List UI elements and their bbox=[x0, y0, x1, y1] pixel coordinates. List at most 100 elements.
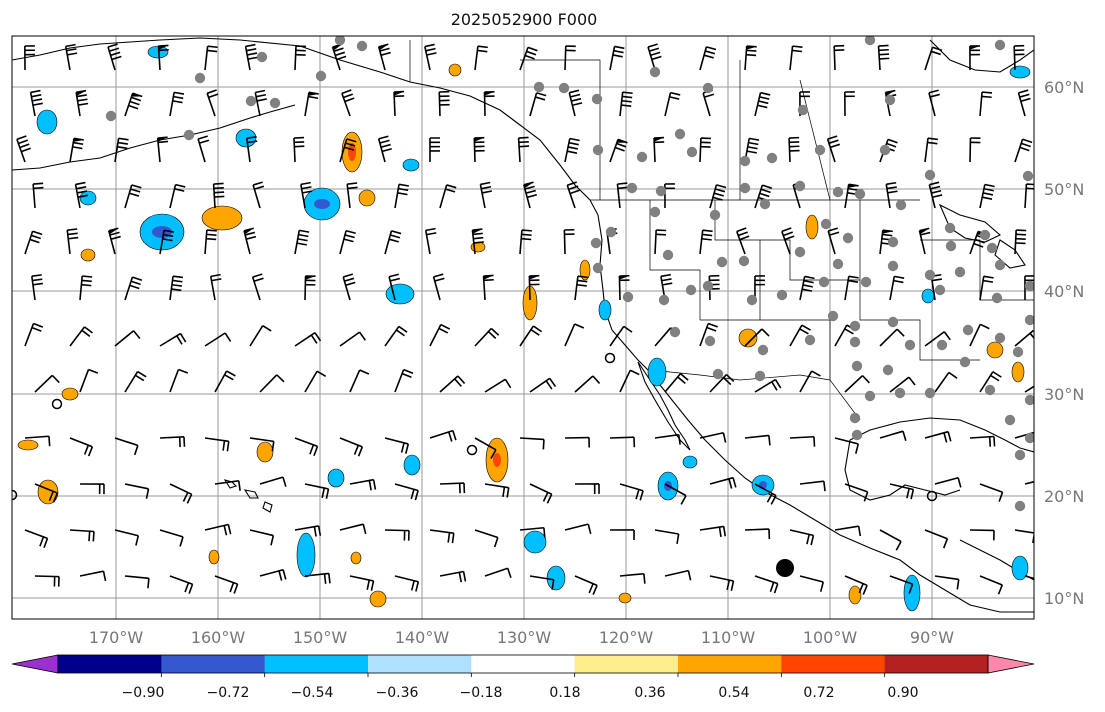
wind-barb bbox=[471, 228, 484, 255]
large-station-marker bbox=[776, 559, 794, 577]
contour-region bbox=[201, 205, 243, 231]
wind-barb bbox=[574, 575, 598, 595]
wind-barb bbox=[879, 529, 902, 551]
station-dot bbox=[934, 284, 946, 296]
station-dot bbox=[655, 185, 667, 197]
station-dot bbox=[590, 237, 602, 249]
wind-barb bbox=[484, 567, 512, 579]
wind-barb bbox=[979, 483, 1004, 502]
contour-core bbox=[493, 453, 501, 467]
lat-label: 20°N bbox=[1044, 487, 1084, 506]
wind-barb bbox=[439, 482, 466, 494]
wind-barb bbox=[69, 137, 84, 163]
station-dot bbox=[794, 180, 806, 192]
wind-barb bbox=[114, 437, 139, 456]
station-dot bbox=[994, 39, 1006, 51]
colorbar-swatch bbox=[58, 655, 162, 673]
wind-barb bbox=[341, 89, 355, 117]
wind-barb bbox=[214, 370, 236, 393]
station-dot bbox=[832, 258, 844, 270]
station-dot bbox=[754, 370, 766, 382]
wind-barb bbox=[574, 483, 600, 494]
station-dot bbox=[924, 169, 936, 181]
wind-barb bbox=[834, 525, 862, 537]
lon-label: 150°W bbox=[293, 628, 348, 647]
station-dot bbox=[797, 104, 809, 116]
station-dot bbox=[984, 384, 996, 396]
station-dot bbox=[994, 259, 1006, 271]
wind-barb bbox=[204, 45, 218, 71]
wind-barb bbox=[79, 275, 93, 301]
wind-barb bbox=[69, 529, 95, 542]
wind-barb bbox=[24, 322, 44, 347]
station-dot bbox=[757, 344, 769, 356]
wind-barb bbox=[564, 436, 590, 448]
station-dot bbox=[776, 289, 788, 301]
wind-barb bbox=[197, 135, 210, 163]
wind-barb bbox=[789, 324, 811, 347]
wind-barb bbox=[124, 276, 143, 301]
wind-barb bbox=[517, 136, 530, 163]
calm-circles bbox=[12, 352, 938, 502]
wind-barb bbox=[1024, 480, 1034, 485]
wind-barb bbox=[377, 43, 391, 71]
wind-barb bbox=[300, 181, 313, 209]
wind-barb bbox=[429, 429, 457, 442]
wind-barb bbox=[928, 89, 940, 117]
wind-barb bbox=[889, 575, 914, 594]
wind-barb bbox=[474, 45, 488, 71]
station-dot bbox=[738, 255, 750, 267]
contour-region bbox=[921, 288, 935, 304]
wind-barb bbox=[528, 274, 540, 301]
contour-region bbox=[61, 387, 79, 401]
station-dot bbox=[854, 188, 866, 200]
station-dot bbox=[592, 262, 604, 274]
wind-barb bbox=[928, 181, 943, 209]
colorbar-swatch bbox=[471, 655, 576, 673]
station-dot bbox=[962, 324, 974, 336]
wind-barb bbox=[114, 529, 140, 546]
wind-barb bbox=[339, 138, 357, 163]
wind-barb bbox=[34, 575, 60, 587]
wind-barb bbox=[69, 437, 94, 457]
wind-barb bbox=[609, 529, 635, 540]
wind-barb bbox=[384, 325, 408, 347]
station-dot bbox=[887, 236, 899, 248]
wind-barb bbox=[473, 136, 485, 163]
colorbar-swatch bbox=[264, 655, 369, 673]
station-dot bbox=[945, 240, 957, 252]
wind-barb bbox=[709, 575, 735, 591]
contour-region bbox=[903, 574, 921, 612]
wind-barb bbox=[64, 43, 78, 71]
colorbar-extend-max bbox=[987, 654, 1035, 674]
wind-barb bbox=[654, 229, 667, 255]
station-dot bbox=[649, 206, 661, 218]
wind-barb bbox=[619, 91, 633, 117]
wind-barb bbox=[609, 325, 633, 347]
wind-barb bbox=[529, 483, 553, 504]
wind-barb bbox=[519, 46, 538, 71]
wind-barb bbox=[664, 569, 692, 581]
wind-barb bbox=[339, 437, 364, 457]
wind-barb bbox=[394, 183, 410, 209]
station-dot bbox=[882, 364, 894, 376]
colorbar-swatch bbox=[574, 655, 679, 673]
wind-barb bbox=[394, 483, 419, 501]
contour-region bbox=[805, 214, 819, 240]
wind-barb bbox=[16, 135, 31, 163]
wind-barb bbox=[254, 89, 267, 117]
wind-barb bbox=[523, 181, 538, 209]
station-dot bbox=[894, 387, 906, 399]
contour-region bbox=[37, 479, 59, 505]
lon-label: 140°W bbox=[395, 628, 450, 647]
wind-barb bbox=[1024, 183, 1034, 209]
station-dot bbox=[766, 152, 778, 164]
wind-barb bbox=[1013, 44, 1025, 71]
wind-barb bbox=[159, 529, 184, 547]
wind-barb bbox=[204, 229, 217, 255]
wind-barb bbox=[754, 378, 782, 393]
wind-barb bbox=[969, 529, 995, 541]
lon-label: 170°W bbox=[89, 628, 144, 647]
station-dot bbox=[794, 246, 806, 258]
wind-barb bbox=[243, 227, 257, 255]
